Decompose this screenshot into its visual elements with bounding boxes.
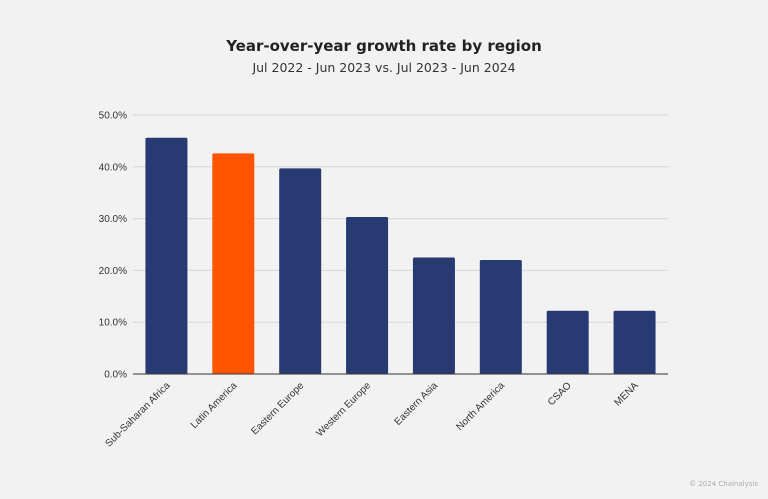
- x-tick-label: Western Europe: [314, 380, 373, 439]
- x-tick-label: Eastern Asia: [393, 380, 441, 428]
- y-tick-label: 0.0%: [104, 370, 127, 381]
- y-tick-label: 20.0%: [99, 266, 127, 277]
- bar-mena: [613, 310, 656, 374]
- bar-latin-america: [212, 153, 255, 374]
- bar-north-america: [479, 260, 522, 374]
- y-tick-label: 40.0%: [99, 162, 127, 173]
- x-tick-label: CSAO: [546, 380, 574, 408]
- bar-eastern-europe: [279, 168, 322, 374]
- x-tick-label: Eastern Europe: [249, 380, 306, 437]
- y-tick-label: 30.0%: [99, 214, 127, 225]
- x-tick-label: MENA: [612, 380, 640, 408]
- bar-csao: [546, 310, 589, 374]
- copyright-footer: © 2024 Chainalysis: [689, 480, 758, 488]
- x-tick-label: Sub-Saharan Africa: [103, 380, 172, 449]
- x-tick-label: North America: [454, 380, 507, 433]
- x-tick-label: Latin America: [189, 380, 240, 431]
- chart-subtitle: Jul 2022 - Jun 2023 vs. Jul 2023 - Jun 2…: [252, 60, 516, 75]
- y-tick-label: 10.0%: [99, 318, 127, 329]
- y-tick-label: 50.0%: [99, 111, 127, 122]
- bar-eastern-asia: [412, 257, 455, 374]
- bar-western-europe: [346, 217, 389, 374]
- bar-sub-saharan-africa: [145, 137, 188, 374]
- chart-title: Year-over-year growth rate by region: [226, 37, 542, 55]
